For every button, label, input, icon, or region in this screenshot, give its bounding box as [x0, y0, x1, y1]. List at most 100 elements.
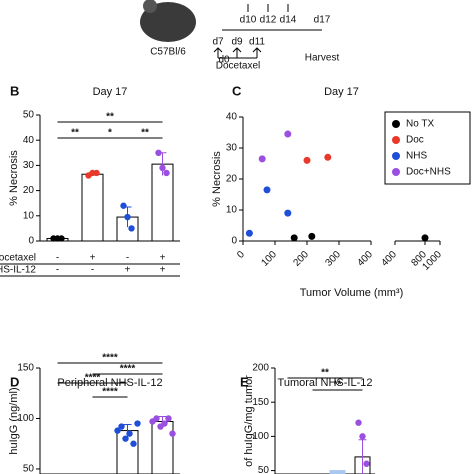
injection-marks: [247, 4, 289, 12]
data-point: [114, 427, 121, 434]
day-label: d14: [280, 15, 297, 26]
y-tick-label: 100: [252, 431, 269, 442]
legend-swatch: [392, 152, 400, 160]
day-label: d9: [231, 37, 243, 48]
data-point: [118, 423, 125, 430]
significance-label: **: [321, 368, 329, 379]
data-point: [359, 433, 366, 440]
legend-label: NHS: [406, 151, 427, 162]
y-axis-label: huIgG (ng/ml): [8, 387, 20, 454]
significance-label: **: [71, 128, 79, 139]
chart-title: Day 17: [93, 86, 128, 98]
y-tick-label: 20: [23, 185, 35, 196]
bar: [151, 163, 174, 242]
y-tick-label: 50: [23, 110, 35, 121]
significance-label: **: [334, 380, 342, 391]
significance-label: *: [108, 128, 112, 139]
y-tick-label: 30: [226, 143, 238, 154]
day-label: d17: [314, 15, 331, 26]
data-point: [161, 420, 168, 427]
panel-label: E: [240, 374, 249, 389]
significance-label: **: [141, 128, 149, 139]
data-point: [303, 156, 311, 164]
bar: [81, 173, 104, 242]
x-tick-label: 100: [259, 249, 279, 269]
chart-title: Tumoral NHS-IL-12: [278, 377, 373, 389]
table-cell: -: [56, 265, 59, 276]
legend-swatch: [392, 168, 400, 176]
y-tick-label: 20: [226, 174, 238, 185]
data-point: [163, 169, 170, 177]
y-tick-label: 10: [23, 210, 35, 221]
data-point: [355, 419, 362, 426]
data-point: [153, 415, 160, 422]
table-cell: +: [125, 265, 131, 276]
day-label: d12: [260, 15, 277, 26]
data-point: [308, 232, 316, 240]
x-tick-label: 200: [291, 249, 311, 269]
data-point: [126, 430, 133, 437]
table-row-label: NHS-IL-12: [0, 265, 36, 276]
y-tick-label: 150: [17, 363, 34, 374]
y-tick-label: 0: [28, 236, 34, 247]
bar: [329, 470, 346, 474]
y-tick-label: 50: [23, 464, 35, 474]
legend-swatch: [392, 136, 400, 144]
data-point: [93, 169, 100, 177]
x-tick-label: 0: [235, 249, 247, 261]
mouse-icon: [140, 2, 196, 42]
panel-label: C: [232, 83, 242, 98]
data-point: [169, 430, 176, 437]
data-point: [290, 234, 298, 242]
day-label: d10: [240, 15, 257, 26]
data-point: [165, 415, 172, 422]
data-point: [421, 234, 429, 242]
table-row-label: Docetaxel: [0, 253, 36, 264]
y-tick-label: 50: [258, 465, 270, 474]
y-tick-label: 150: [252, 397, 269, 408]
chart-title: Day 17: [324, 86, 359, 98]
y-axis-label: % Necrosis: [211, 151, 223, 207]
dose-arrows: [213, 47, 262, 59]
data-point: [284, 130, 292, 138]
data-point: [155, 149, 162, 156]
x-tick-label: 400: [355, 249, 375, 269]
y-tick-label: 40: [226, 112, 238, 123]
significance-label: **: [106, 112, 114, 123]
table-cell: -: [56, 253, 59, 264]
y-tick-label: 0: [231, 236, 237, 247]
x-tick-label: 400: [379, 249, 399, 269]
y-axis-label: % Necrosis: [8, 150, 20, 206]
y-tick-label: 10: [226, 205, 238, 216]
y-axis-label: of huIgG/mg tumor: [243, 375, 255, 467]
bar: [151, 421, 174, 474]
day-label: d7: [212, 37, 224, 48]
data-point: [284, 209, 292, 217]
significance-label: ****: [102, 387, 118, 398]
mouse-ear: [143, 0, 157, 13]
data-point: [263, 186, 271, 194]
timeline: C57Bl/6 d0 d7 d9 d11 d10 d12 d14 d17 Doc…: [140, 0, 339, 72]
legend-label: Doc+NHS: [406, 167, 451, 178]
data-point: [159, 164, 166, 172]
legend-label: Doc: [406, 135, 424, 146]
data-point: [245, 229, 253, 237]
data-point: [130, 440, 137, 447]
strain-label: C57Bl/6: [150, 47, 186, 58]
x-axis-label: Tumor Volume (mm³): [300, 287, 404, 299]
data-point: [58, 235, 65, 242]
table-cell: +: [160, 265, 166, 276]
panel-label: D: [10, 374, 19, 389]
data-point: [324, 153, 332, 161]
data-point: [258, 155, 266, 163]
significance-label: ****: [85, 373, 101, 384]
table-cell: -: [91, 265, 94, 276]
drug-label: Docetaxel: [216, 61, 260, 72]
table-cell: +: [90, 253, 96, 264]
significance-label: ****: [102, 353, 118, 364]
legend-swatch: [392, 120, 400, 128]
data-point: [134, 420, 141, 427]
end-label: Harvest: [305, 53, 340, 64]
table-cell: -: [126, 253, 129, 264]
